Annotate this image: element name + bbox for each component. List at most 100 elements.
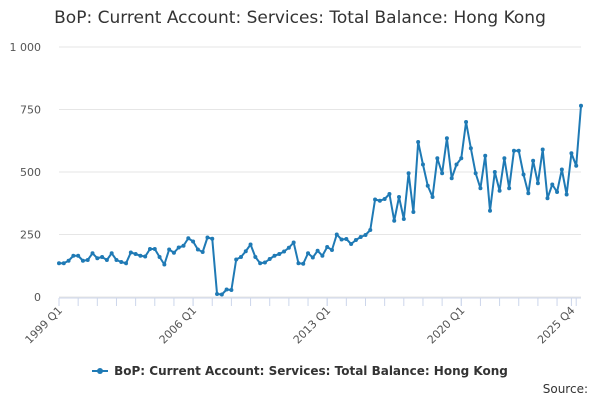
data-point[interactable] [248, 242, 253, 247]
data-point[interactable] [545, 196, 550, 201]
data-point[interactable] [138, 253, 143, 258]
data-point[interactable] [147, 247, 152, 251]
data-point[interactable] [253, 255, 258, 259]
data-point[interactable] [224, 287, 229, 292]
data-point[interactable] [387, 192, 392, 196]
data-point[interactable] [488, 208, 493, 213]
data-point[interactable] [507, 186, 512, 191]
data-point[interactable] [497, 188, 502, 193]
data-point[interactable] [219, 292, 224, 297]
data-point[interactable] [57, 261, 61, 266]
data-point[interactable] [320, 253, 325, 258]
data-point[interactable] [282, 249, 287, 254]
data-point[interactable] [406, 171, 411, 176]
data-point[interactable] [128, 250, 133, 255]
data-point[interactable] [315, 248, 320, 253]
data-point[interactable] [392, 218, 397, 223]
data-point[interactable] [358, 235, 363, 239]
data-point[interactable] [167, 247, 172, 252]
data-point[interactable] [80, 258, 85, 263]
data-point[interactable] [61, 261, 66, 266]
data-point[interactable] [449, 176, 454, 181]
data-point[interactable] [238, 255, 243, 259]
data-point[interactable] [85, 258, 90, 262]
data-point[interactable] [124, 261, 129, 266]
data-point[interactable] [526, 191, 531, 196]
data-point[interactable] [114, 258, 119, 262]
data-point[interactable] [229, 288, 234, 292]
data-point[interactable] [574, 163, 579, 168]
data-point[interactable] [195, 247, 200, 252]
data-point[interactable] [349, 242, 354, 246]
data-point[interactable] [521, 172, 526, 177]
data-point[interactable] [353, 238, 358, 242]
data-point[interactable] [444, 136, 449, 141]
data-point[interactable] [181, 243, 186, 248]
data-point[interactable] [90, 251, 95, 256]
data-point[interactable] [310, 255, 315, 260]
data-point[interactable] [440, 171, 445, 176]
data-point[interactable] [459, 156, 464, 161]
data-point[interactable] [243, 249, 248, 254]
data-point[interactable] [291, 240, 296, 245]
data-point[interactable] [210, 236, 215, 241]
data-point[interactable] [555, 190, 560, 194]
data-point[interactable] [516, 148, 521, 153]
data-point[interactable] [473, 171, 478, 176]
data-point[interactable] [492, 170, 497, 174]
data-point[interactable] [191, 239, 196, 244]
data-point[interactable] [152, 247, 157, 251]
data-point[interactable] [171, 250, 176, 255]
data-point[interactable] [329, 248, 334, 252]
data-point[interactable] [95, 256, 100, 261]
data-point[interactable] [76, 253, 81, 258]
data-point[interactable] [540, 147, 545, 152]
data-point[interactable] [569, 151, 574, 156]
data-point[interactable] [435, 156, 440, 161]
data-point[interactable] [478, 186, 483, 191]
data-point[interactable] [200, 250, 205, 254]
data-point[interactable] [430, 195, 435, 199]
data-point[interactable] [531, 158, 536, 163]
data-point[interactable] [339, 237, 344, 242]
data-point[interactable] [368, 228, 373, 232]
data-point[interactable] [511, 148, 516, 153]
data-point[interactable] [234, 257, 239, 262]
data-point[interactable] [579, 103, 583, 108]
data-point[interactable] [215, 292, 220, 296]
data-point[interactable] [205, 235, 210, 240]
data-point[interactable] [301, 261, 306, 266]
data-point[interactable] [425, 183, 430, 188]
data-point[interactable] [377, 198, 382, 203]
legend[interactable]: BoP: Current Account: Services: Total Ba… [0, 364, 600, 378]
data-point[interactable] [454, 162, 459, 167]
data-point[interactable] [397, 195, 402, 199]
data-point[interactable] [420, 162, 425, 167]
data-point[interactable] [468, 146, 473, 151]
data-point[interactable] [401, 217, 406, 221]
data-point[interactable] [535, 181, 540, 186]
data-point[interactable] [411, 210, 416, 214]
data-point[interactable] [104, 258, 109, 262]
data-point[interactable] [162, 262, 167, 267]
data-point[interactable] [176, 245, 181, 250]
data-point[interactable] [143, 254, 148, 259]
data-point[interactable] [267, 257, 272, 261]
data-point[interactable] [502, 156, 507, 161]
data-point[interactable] [550, 182, 555, 187]
data-point[interactable] [464, 120, 469, 124]
data-point[interactable] [100, 255, 105, 259]
data-point[interactable] [133, 252, 138, 256]
data-point[interactable] [296, 261, 301, 266]
data-point[interactable] [483, 153, 488, 158]
data-point[interactable] [186, 236, 191, 241]
data-point[interactable] [306, 251, 311, 256]
data-point[interactable] [272, 253, 277, 258]
data-point[interactable] [344, 237, 349, 241]
data-point[interactable] [559, 167, 564, 172]
data-point[interactable] [109, 251, 114, 256]
data-point[interactable] [71, 253, 76, 258]
data-point[interactable] [286, 245, 291, 250]
data-point[interactable] [119, 260, 124, 264]
data-point[interactable] [373, 197, 378, 202]
